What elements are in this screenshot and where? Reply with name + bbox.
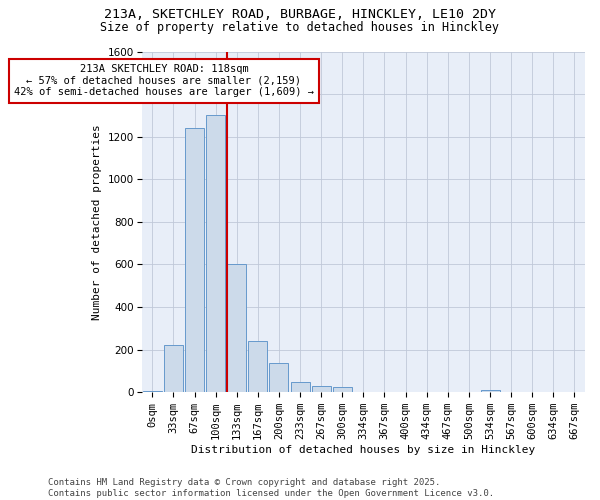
Bar — [164, 346, 183, 392]
Bar — [206, 116, 225, 392]
Text: 213A, SKETCHLEY ROAD, BURBAGE, HINCKLEY, LE10 2DY: 213A, SKETCHLEY ROAD, BURBAGE, HINCKLEY,… — [104, 8, 496, 20]
Bar — [227, 264, 246, 392]
Y-axis label: Number of detached properties: Number of detached properties — [92, 124, 103, 320]
Bar — [185, 128, 204, 392]
Bar — [290, 382, 310, 392]
Text: 213A SKETCHLEY ROAD: 118sqm
← 57% of detached houses are smaller (2,159)
42% of : 213A SKETCHLEY ROAD: 118sqm ← 57% of det… — [14, 64, 314, 98]
Bar — [143, 391, 162, 392]
Bar — [269, 364, 289, 392]
Text: Contains HM Land Registry data © Crown copyright and database right 2025.
Contai: Contains HM Land Registry data © Crown c… — [48, 478, 494, 498]
Bar — [248, 341, 268, 392]
X-axis label: Distribution of detached houses by size in Hinckley: Distribution of detached houses by size … — [191, 445, 536, 455]
Text: Size of property relative to detached houses in Hinckley: Size of property relative to detached ho… — [101, 21, 499, 34]
Bar — [311, 386, 331, 392]
Bar — [333, 387, 352, 392]
Bar — [481, 390, 500, 392]
